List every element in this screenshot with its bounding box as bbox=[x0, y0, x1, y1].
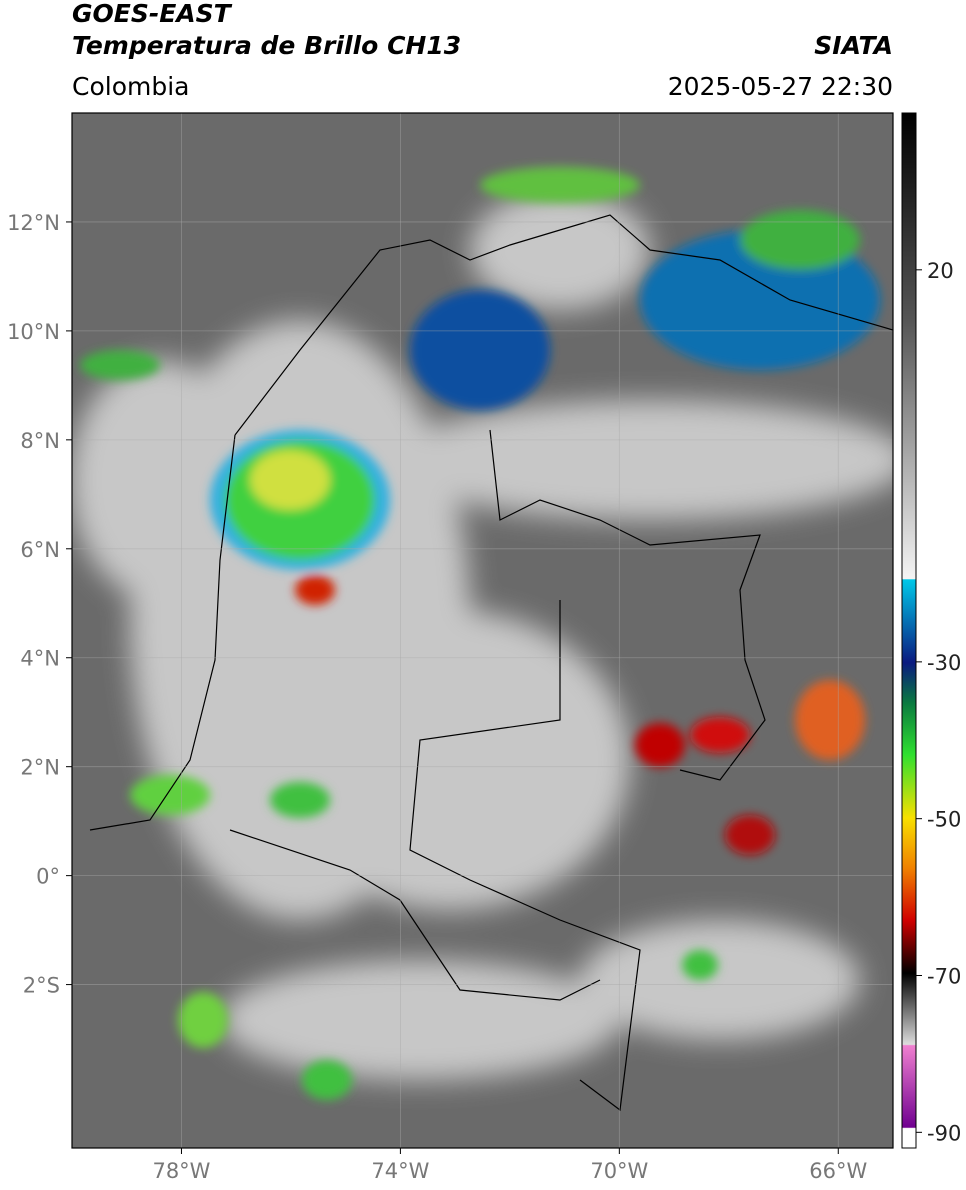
y-tick-label: 0° bbox=[36, 865, 60, 889]
header-line: GOES-EAST bbox=[72, 0, 233, 28]
y-tick-label: 6°N bbox=[20, 538, 60, 562]
y-tick-label: 2°S bbox=[23, 974, 60, 998]
y-tick-label: 8°N bbox=[20, 429, 60, 453]
header-source: SIATA bbox=[814, 31, 893, 60]
header-region: Colombia bbox=[72, 72, 189, 101]
x-tick-label: 78°W bbox=[152, 1159, 210, 1183]
colorbar-tick-label: -30 bbox=[927, 651, 961, 675]
satellite-image bbox=[72, 113, 893, 1148]
map-frame bbox=[71, 112, 894, 1149]
x-tick-label: 74°W bbox=[371, 1159, 429, 1183]
grid bbox=[72, 113, 893, 1148]
colorbar bbox=[901, 112, 917, 1149]
y-tick-label: 4°N bbox=[20, 647, 60, 671]
colorbar-tick-label: -50 bbox=[927, 808, 961, 832]
x-tick-label: 70°W bbox=[590, 1159, 648, 1183]
header-datetime: 2025-05-27 22:30 bbox=[668, 72, 893, 101]
y-tick-label: 12°N bbox=[7, 211, 60, 235]
colorbar-tick-label: -70 bbox=[927, 965, 961, 989]
header-title: Temperatura de Brillo CH13 bbox=[72, 31, 461, 60]
y-tick-label: 2°N bbox=[20, 756, 60, 780]
colorbar-tick-label: -90 bbox=[927, 1121, 961, 1145]
colorbar-tick-label: 20 bbox=[927, 259, 954, 283]
y-tick-label: 10°N bbox=[7, 320, 60, 344]
x-tick-label: 66°W bbox=[809, 1159, 867, 1183]
